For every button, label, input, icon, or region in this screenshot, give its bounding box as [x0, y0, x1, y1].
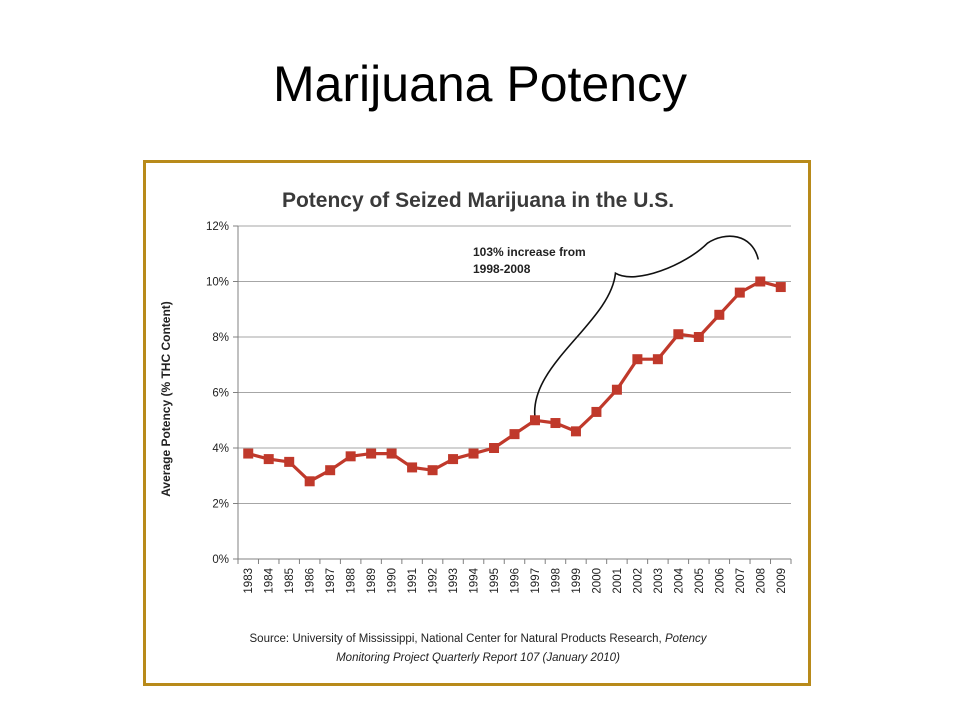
x-tick-label: 2008 — [755, 568, 767, 594]
source-italic-1: Potency — [665, 633, 708, 645]
brace-curve — [533, 235, 760, 422]
y-axis-title: Average Potency (% THC Content) — [159, 301, 173, 497]
x-tick-label: 1993 — [448, 568, 460, 594]
data-point-2000 — [591, 406, 602, 417]
x-tick-label: 2001 — [612, 568, 624, 594]
data-point-1988 — [345, 451, 356, 462]
data-point-1986 — [304, 476, 315, 487]
x-tick-label: 2009 — [776, 568, 788, 594]
x-tick-labels: 1983 1984 1985 1986 1987 1988 1989 1990 1991 1992… — [237, 559, 792, 594]
data-point-2001 — [611, 384, 622, 395]
data-point-1984 — [263, 454, 274, 465]
data-point-2004 — [673, 329, 684, 340]
data-point-2007 — [734, 287, 745, 298]
x-tick-label: 1996 — [510, 568, 522, 594]
x-tick-label: 2006 — [714, 568, 726, 594]
data-point-1985 — [284, 456, 295, 467]
data-point-2003 — [652, 354, 663, 365]
source-line-1: Source: University of Mississippi, Natio… — [250, 633, 708, 645]
x-tick-label: 1988 — [346, 568, 358, 594]
data-point-1987 — [325, 465, 336, 476]
y-tick-label: 8% — [212, 332, 229, 344]
chart-frame: Potency of Seized Marijuana in the U.S. … — [143, 160, 811, 686]
annotation-line-2: 1998-2008 — [473, 262, 531, 276]
data-point-2005 — [693, 332, 704, 342]
y-tick-label: 4% — [212, 443, 229, 455]
y-tick-label: 12% — [206, 221, 229, 233]
x-tick-label: 1983 — [243, 568, 255, 594]
y-tick-label: 10% — [206, 277, 229, 289]
x-tick-label: 2002 — [632, 568, 644, 594]
data-point-1995 — [489, 443, 500, 453]
y-tick-labels: 0% 2% 4% 6% 8% 10% 12% — [206, 221, 229, 566]
x-tick-label: 1984 — [264, 567, 276, 593]
chart-title: Potency of Seized Marijuana in the U.S. — [282, 189, 674, 212]
x-tick-label: 1989 — [366, 568, 378, 594]
x-tick-label: 1994 — [469, 567, 481, 593]
x-tick-label: 2000 — [591, 568, 603, 594]
data-point-1989 — [366, 448, 377, 459]
source-plain: Source: University of Mississippi, Natio… — [250, 633, 665, 645]
x-tick-label: 1999 — [571, 568, 583, 594]
y-tick-label: 2% — [212, 499, 229, 511]
data-point-1997 — [529, 415, 540, 426]
y-tick-label: 6% — [212, 388, 229, 400]
x-tick-label: 1997 — [530, 568, 542, 594]
data-point-2002 — [632, 354, 643, 365]
x-tick-label: 1991 — [407, 568, 419, 594]
data-point-1992 — [427, 465, 438, 476]
slide-title: Marijuana Potency — [272, 56, 688, 112]
x-tick-label: 2005 — [694, 568, 706, 594]
x-tick-label: 2007 — [735, 568, 747, 594]
data-point-2009 — [775, 282, 786, 293]
x-tick-label: 2004 — [673, 567, 685, 593]
x-tick-label: 1995 — [489, 568, 501, 594]
data-point-1998 — [550, 418, 561, 429]
x-tick-label: 1998 — [550, 568, 562, 594]
data-point-1993 — [448, 454, 459, 465]
data-point-2006 — [714, 309, 725, 320]
data-point-1991 — [407, 462, 418, 473]
data-point-1999 — [570, 426, 581, 437]
x-tick-label: 1986 — [305, 568, 317, 594]
data-point-1994 — [468, 448, 479, 459]
x-tick-label: 1987 — [325, 568, 337, 594]
data-point-1996 — [509, 429, 520, 440]
y-tick-label: 0% — [212, 554, 229, 566]
series-group — [243, 276, 786, 487]
x-tick-label: 2003 — [653, 568, 665, 594]
x-tick-label: 1985 — [284, 568, 296, 594]
data-point-1990 — [386, 448, 397, 459]
potency-line-chart: Potency of Seized Marijuana in the U.S. … — [159, 189, 792, 664]
source-line-2: Monitoring Project Quarterly Report 107 … — [336, 652, 620, 664]
x-tick-label: 1992 — [428, 568, 440, 594]
increase-brace — [533, 235, 760, 422]
data-point-1983 — [243, 448, 254, 459]
data-point-2008 — [755, 276, 766, 287]
annotation-line-1: 103% increase from — [473, 245, 586, 259]
x-tick-label: 1990 — [387, 568, 399, 594]
series-line — [247, 279, 782, 483]
